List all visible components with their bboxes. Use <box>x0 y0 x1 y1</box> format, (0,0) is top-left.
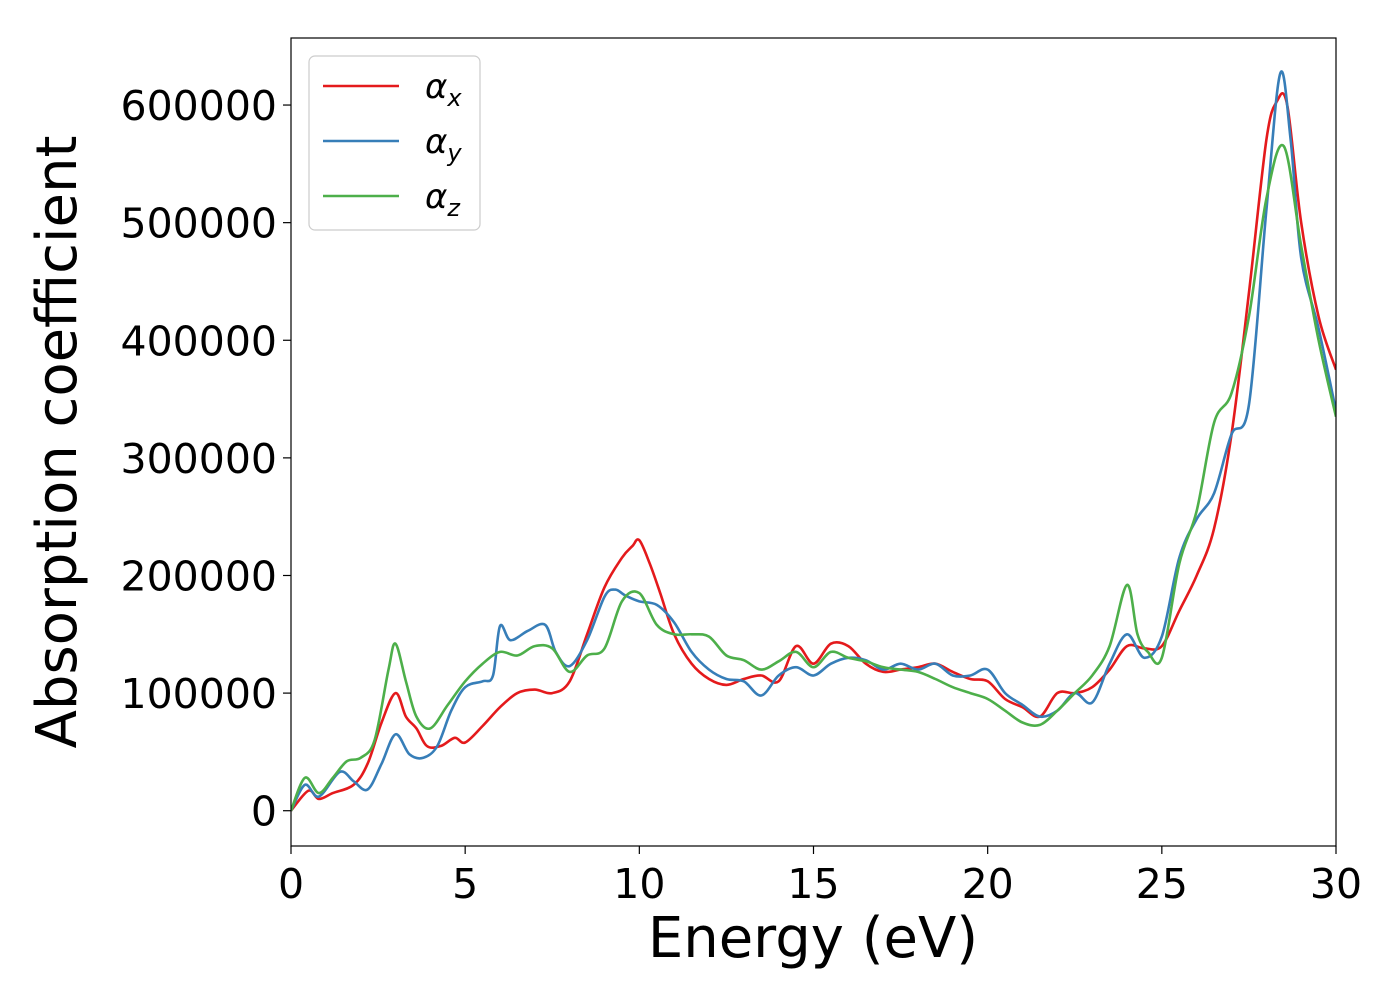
x-tick-label: 20 <box>962 860 1014 908</box>
y-axis-label: Absorption coefficient <box>25 136 90 749</box>
series-line-x <box>291 92 1336 812</box>
y-tick-label: 400000 <box>120 317 277 365</box>
x-tick-label: 25 <box>1136 860 1188 908</box>
y-tick-label: 200000 <box>120 552 277 600</box>
x-tick-label: 10 <box>613 860 665 908</box>
y-tick-label: 100000 <box>120 670 277 718</box>
y-tick-label: 300000 <box>120 435 277 483</box>
y-tick-label: 0 <box>251 788 277 836</box>
x-tick-label: 30 <box>1310 860 1362 908</box>
series-line-z <box>291 143 1336 812</box>
y-axis: 0 100000 200000 300000 400000 500000 600000 <box>120 82 291 836</box>
x-tick-label: 0 <box>278 860 304 908</box>
x-tick-label: 5 <box>452 860 478 908</box>
x-tick-label: 15 <box>787 860 839 908</box>
y-tick-label: 600000 <box>120 82 277 130</box>
y-tick-label: 500000 <box>120 200 277 248</box>
legend-label-z: αz <box>425 177 461 222</box>
series-layer <box>291 70 1336 812</box>
legend-box <box>308 55 481 231</box>
x-axis-label: Energy (eV) <box>648 906 978 971</box>
x-axis: 0 5 10 15 20 25 30 <box>278 846 1362 908</box>
